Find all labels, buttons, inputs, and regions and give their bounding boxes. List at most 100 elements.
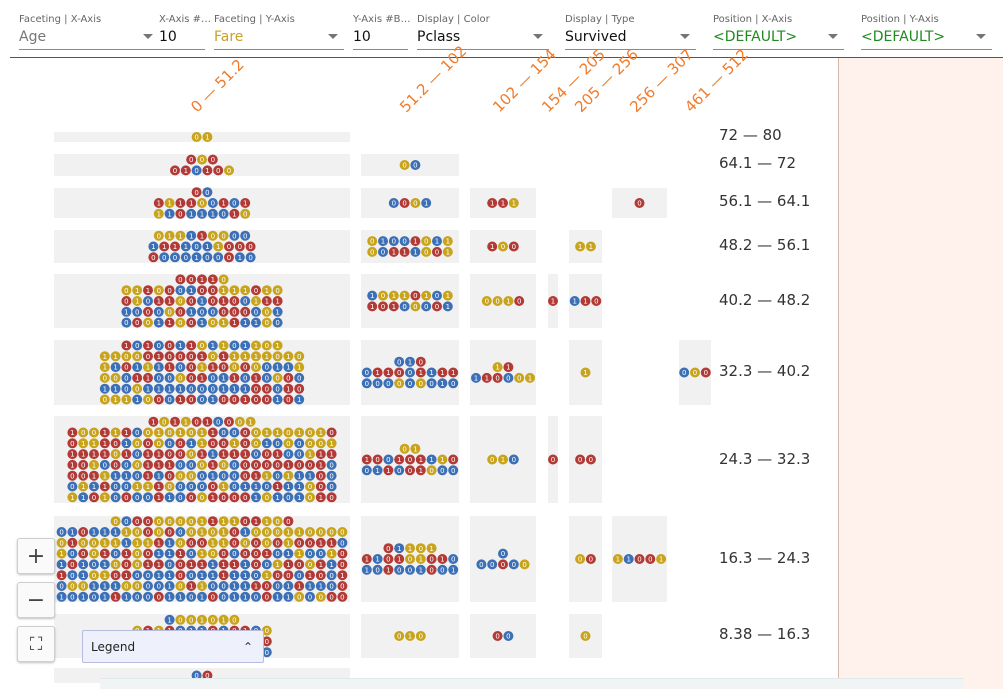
unit-dot[interactable]: 1 — [437, 554, 448, 564]
unit-dot[interactable]: 1 — [207, 559, 218, 570]
unit-dot[interactable]: 0 — [67, 591, 78, 602]
unit-dot[interactable]: 0 — [448, 465, 459, 476]
unit-dot[interactable]: 0 — [437, 465, 448, 476]
unit-dot[interactable]: 0 — [251, 394, 261, 405]
unit-dot[interactable]: 1 — [294, 470, 305, 481]
unit-dot[interactable]: 0 — [186, 492, 197, 503]
unit-dot[interactable]: 0 — [159, 252, 170, 263]
unit-dot[interactable]: 1 — [164, 614, 175, 625]
unit-dot[interactable]: 0 — [132, 340, 143, 351]
unit-dot[interactable]: 1 — [272, 559, 283, 570]
unit-dot[interactable]: 0 — [261, 527, 272, 537]
unit-dot[interactable]: 0 — [207, 614, 218, 625]
unit-dot[interactable]: 0 — [197, 492, 207, 503]
unit-dot[interactable]: 1 — [197, 591, 207, 602]
unit-dot[interactable]: 0 — [410, 301, 421, 312]
unit-dot[interactable]: 1 — [415, 454, 426, 465]
unit-dot[interactable]: 0 — [240, 516, 251, 527]
unit-dot[interactable]: 0 — [202, 252, 213, 263]
unit-dot[interactable]: 0 — [110, 570, 121, 581]
unit-dot[interactable]: 1 — [207, 570, 218, 581]
unit-dot[interactable]: 0 — [229, 340, 240, 351]
unit-dot[interactable]: 0 — [415, 631, 426, 641]
unit-dot[interactable]: 0 — [399, 443, 410, 454]
unit-dot[interactable]: 1 — [437, 454, 448, 465]
unit-dot[interactable]: 1 — [272, 394, 283, 405]
unit-dot[interactable]: 1 — [240, 591, 251, 602]
unit-dot[interactable]: 0 — [186, 383, 197, 394]
unit-dot[interactable]: 0 — [305, 537, 315, 548]
unit-dot[interactable]: 1 — [121, 470, 132, 481]
unit-dot[interactable]: 1 — [213, 241, 224, 252]
unit-dot[interactable]: 0 — [294, 351, 305, 362]
unit-dot[interactable]: 0 — [426, 564, 437, 575]
unit-dot[interactable]: 0 — [121, 581, 132, 591]
unit-dot[interactable]: 0 — [121, 481, 132, 492]
unit-dot[interactable]: 0 — [283, 570, 294, 581]
unit-dot[interactable]: 0 — [315, 470, 326, 481]
unit-dot[interactable]: 1 — [218, 351, 229, 362]
unit-dot[interactable]: 0 — [272, 527, 283, 537]
unit-dot[interactable]: 1 — [121, 527, 132, 537]
unit-dot[interactable]: 0 — [218, 470, 229, 481]
unit-dot[interactable]: 0 — [78, 459, 89, 470]
unit-dot[interactable]: 0 — [218, 394, 229, 405]
unit-dot[interactable]: 0 — [78, 527, 89, 537]
unit-dot[interactable]: 1 — [207, 394, 218, 405]
unit-dot[interactable]: 0 — [410, 290, 421, 301]
unit-dot[interactable]: 0 — [476, 559, 487, 570]
unit-dot[interactable]: 1 — [207, 516, 218, 527]
unit-dot[interactable]: 0 — [175, 516, 186, 527]
unit-dot[interactable]: 1 — [305, 449, 315, 460]
unit-dot[interactable]: 1 — [164, 317, 175, 328]
unit-dot[interactable]: 0 — [240, 362, 251, 373]
unit-dot[interactable]: 1 — [229, 570, 240, 581]
unit-dot[interactable]: 1 — [315, 537, 326, 548]
unit-dot[interactable]: 0 — [448, 378, 459, 389]
unit-dot[interactable]: 1 — [305, 470, 315, 481]
unit-dot[interactable]: 0 — [399, 301, 410, 312]
position-y-axis-select[interactable]: Position | Y-Axis <DEFAULT> — [861, 12, 992, 52]
unit-dot[interactable]: 1 — [437, 367, 448, 378]
unit-dot[interactable]: 1 — [78, 559, 89, 570]
unit-dot[interactable]: 1 — [207, 449, 218, 460]
unit-dot[interactable]: 1 — [240, 559, 251, 570]
unit-dot[interactable]: 0 — [245, 252, 256, 263]
unit-dot[interactable]: 1 — [525, 372, 535, 383]
unit-dot[interactable]: 1 — [121, 449, 132, 460]
unit-dot[interactable]: 1 — [394, 454, 405, 465]
unit-dot[interactable]: 0 — [575, 554, 586, 564]
unit-dot[interactable]: 1 — [121, 340, 132, 351]
zoom-in-button[interactable]: + — [17, 538, 55, 574]
legend-panel[interactable]: Legend ⌃ — [82, 630, 264, 663]
unit-dot[interactable]: 1 — [251, 470, 261, 481]
unit-dot[interactable]: 1 — [388, 301, 399, 312]
unit-dot[interactable]: 0 — [218, 306, 229, 317]
x-axis-bins-input[interactable]: X-Axis #… 10 — [159, 12, 211, 52]
unit-dot[interactable]: 0 — [294, 459, 305, 470]
unit-dot[interactable]: 0 — [186, 591, 197, 602]
unit-dot[interactable]: 0 — [110, 481, 121, 492]
unit-dot[interactable]: 1 — [503, 296, 514, 306]
unit-dot[interactable]: 1 — [421, 290, 432, 301]
unit-dot[interactable]: 0 — [261, 383, 272, 394]
unit-dot[interactable]: 1 — [326, 449, 337, 460]
unit-dot[interactable]: 0 — [405, 367, 415, 378]
unit-dot[interactable]: 0 — [218, 230, 229, 241]
unit-dot[interactable]: 0 — [67, 481, 78, 492]
unit-dot[interactable]: 0 — [153, 591, 164, 602]
unit-dot[interactable]: 0 — [191, 416, 202, 427]
unit-dot[interactable]: 0 — [498, 548, 508, 559]
unit-dot[interactable]: 0 — [394, 378, 405, 389]
unit-dot[interactable]: 1 — [272, 481, 283, 492]
unit-dot[interactable]: 0 — [634, 554, 645, 564]
unit-dot[interactable]: 1 — [197, 438, 207, 449]
unit-dot[interactable]: 1 — [283, 459, 294, 470]
unit-dot[interactable]: 1 — [372, 367, 383, 378]
unit-dot[interactable]: 0 — [207, 230, 218, 241]
unit-dot[interactable]: 0 — [305, 527, 315, 537]
unit-dot[interactable]: 0 — [218, 591, 229, 602]
unit-dot[interactable]: 0 — [326, 459, 337, 470]
unit-dot[interactable]: 0 — [143, 492, 153, 503]
unit-dot[interactable]: 0 — [153, 394, 164, 405]
